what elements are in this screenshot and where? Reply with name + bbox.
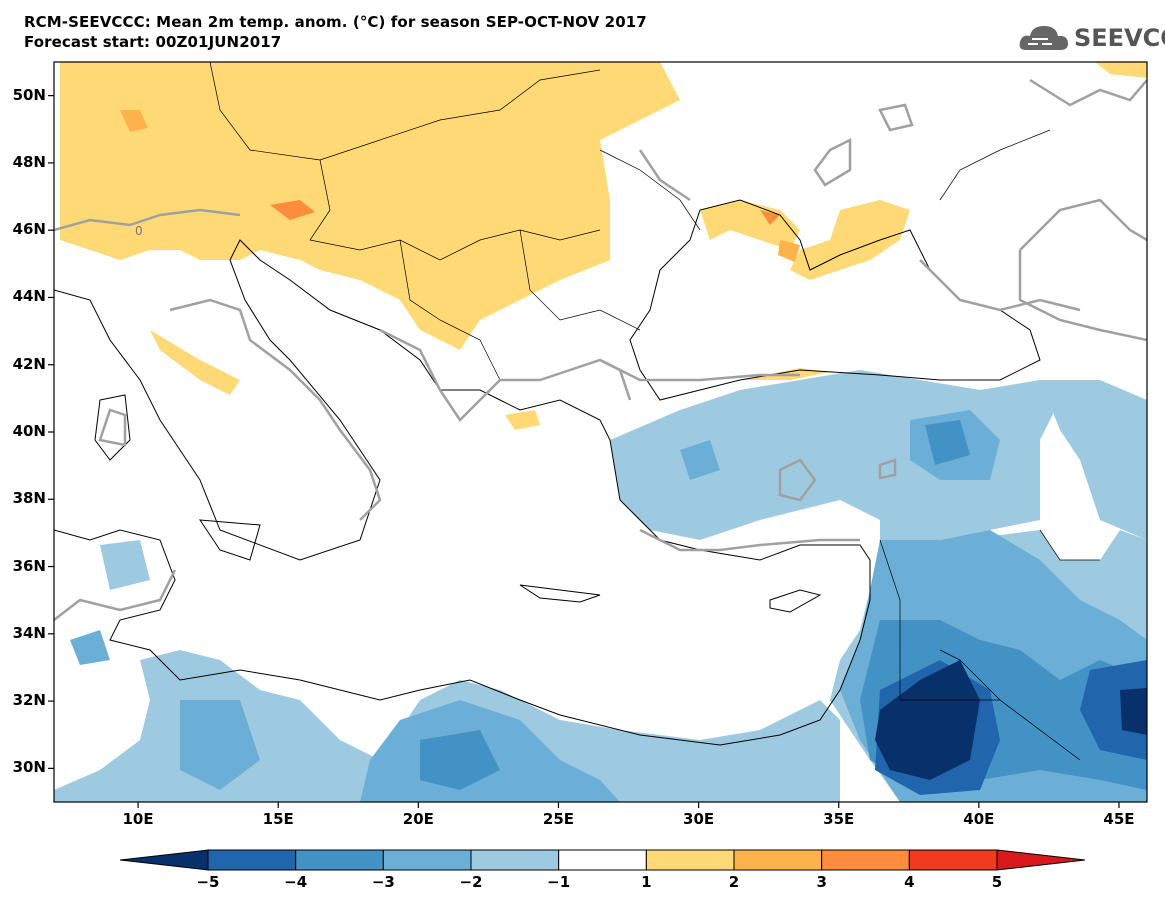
cloud-logo-icon bbox=[1019, 26, 1068, 50]
lat-tick-label: 50N bbox=[12, 85, 46, 104]
title-line-1: RCM-SEEVCCC: Mean 2m temp. anom. (°C) fo… bbox=[24, 13, 647, 31]
lat-tick-label: 30N bbox=[12, 758, 46, 777]
colorbar-tick-label: 2 bbox=[728, 873, 740, 891]
warm-anomaly-ukraine-coast bbox=[700, 200, 800, 250]
seevccc-logo: SEEVCCC bbox=[1018, 20, 1165, 56]
colorbar-tick-label: −4 bbox=[284, 873, 308, 891]
cold-below-5-jordan bbox=[875, 660, 980, 780]
cold-anomaly-east bbox=[1040, 380, 1147, 540]
axis-ticks bbox=[48, 95, 1120, 808]
cold-3-4-africa bbox=[420, 730, 500, 790]
warm-2-3-spot-1 bbox=[120, 110, 148, 132]
colorbar bbox=[119, 849, 1086, 871]
cold-anomaly-tunisia bbox=[100, 540, 150, 590]
lon-tick-label: 15E bbox=[262, 810, 294, 828]
colorbar-tick-label: 1 bbox=[641, 873, 652, 891]
warm-anomaly-central-europe bbox=[60, 62, 680, 350]
colorbar-segment bbox=[645, 849, 735, 871]
lon-tick-label: 25E bbox=[542, 810, 575, 828]
warm-anomaly-crimea bbox=[790, 200, 910, 280]
warm-anomaly-balkan-coast bbox=[150, 330, 240, 395]
colorbar-tick-label: −3 bbox=[371, 873, 395, 891]
title-line-2: Forecast start: 00Z01JUN2017 bbox=[24, 33, 282, 51]
lon-tick-label: 40E bbox=[963, 810, 995, 828]
warm-2-3-spot-4 bbox=[778, 240, 800, 262]
lat-tick-label: 40N bbox=[12, 422, 46, 440]
lat-tick-label: 38N bbox=[12, 489, 46, 508]
colorbar-segment bbox=[908, 849, 998, 871]
colorbar-segment bbox=[996, 849, 1086, 871]
sardinia-coast bbox=[94, 394, 131, 461]
colorbar-tick-label: −5 bbox=[196, 873, 220, 891]
logo-text: SEEVCCC bbox=[1074, 24, 1165, 52]
colorbar-tick-label: 3 bbox=[816, 873, 827, 891]
colorbar-segment bbox=[382, 849, 472, 871]
cold-3-4-turkey bbox=[925, 420, 970, 465]
warm-2-3-spot-3 bbox=[760, 210, 780, 225]
lat-tick-label: 34N bbox=[12, 623, 46, 642]
colorbar-tick-label: 5 bbox=[991, 873, 1003, 891]
warm-2-3-spot-2 bbox=[270, 200, 315, 220]
colorbar-segment bbox=[470, 849, 560, 871]
lon-tick-label: 45E bbox=[1103, 810, 1135, 828]
cyprus-coast bbox=[769, 589, 822, 613]
zero-contours bbox=[54, 78, 1147, 621]
map-fields bbox=[54, 62, 1147, 802]
lat-tick-label: 36N bbox=[12, 556, 46, 575]
cold-below-5-iraq bbox=[1120, 688, 1147, 735]
lat-tick-label: 42N bbox=[12, 354, 46, 373]
lat-tick-label: 44N bbox=[12, 287, 46, 306]
colorbar-tick-label: −1 bbox=[547, 873, 571, 891]
lon-tick-label: 35E bbox=[823, 810, 855, 828]
colorbar-segment bbox=[733, 849, 823, 871]
colorbar-segment bbox=[119, 849, 209, 871]
cold-anomaly-libya-west bbox=[70, 630, 110, 665]
lon-tick-label: 30E bbox=[683, 810, 715, 828]
colorbar-tick-label: 4 bbox=[904, 873, 915, 891]
lon-tick-label: 20E bbox=[402, 810, 434, 828]
sicily-coast bbox=[199, 519, 261, 561]
colorbar-segment bbox=[207, 849, 297, 871]
cold-2-3-africa-west bbox=[180, 700, 260, 790]
lat-tick-label: 46N bbox=[12, 220, 46, 239]
zero-contour-label: 0 bbox=[135, 224, 143, 238]
cold-4-5-iraq bbox=[1080, 660, 1147, 760]
cold-2-3-turkey-west bbox=[680, 440, 720, 480]
lat-tick-label: 32N bbox=[12, 691, 46, 710]
warm-anomaly-aegean bbox=[505, 410, 540, 430]
colorbar-segment bbox=[558, 849, 647, 871]
colorbar-segment bbox=[821, 849, 910, 871]
chart-title: RCM-SEEVCCC: Mean 2m temp. anom. (°C) fo… bbox=[24, 12, 647, 52]
colorbar-segment bbox=[295, 849, 384, 871]
warm-anomaly-ne bbox=[1095, 62, 1147, 78]
lat-tick-label: 48N bbox=[12, 152, 46, 171]
colorbar-tick-label: −2 bbox=[459, 873, 483, 891]
crete-coast bbox=[519, 584, 601, 603]
country-borders bbox=[209, 62, 1100, 761]
lon-tick-label: 10E bbox=[122, 810, 154, 828]
